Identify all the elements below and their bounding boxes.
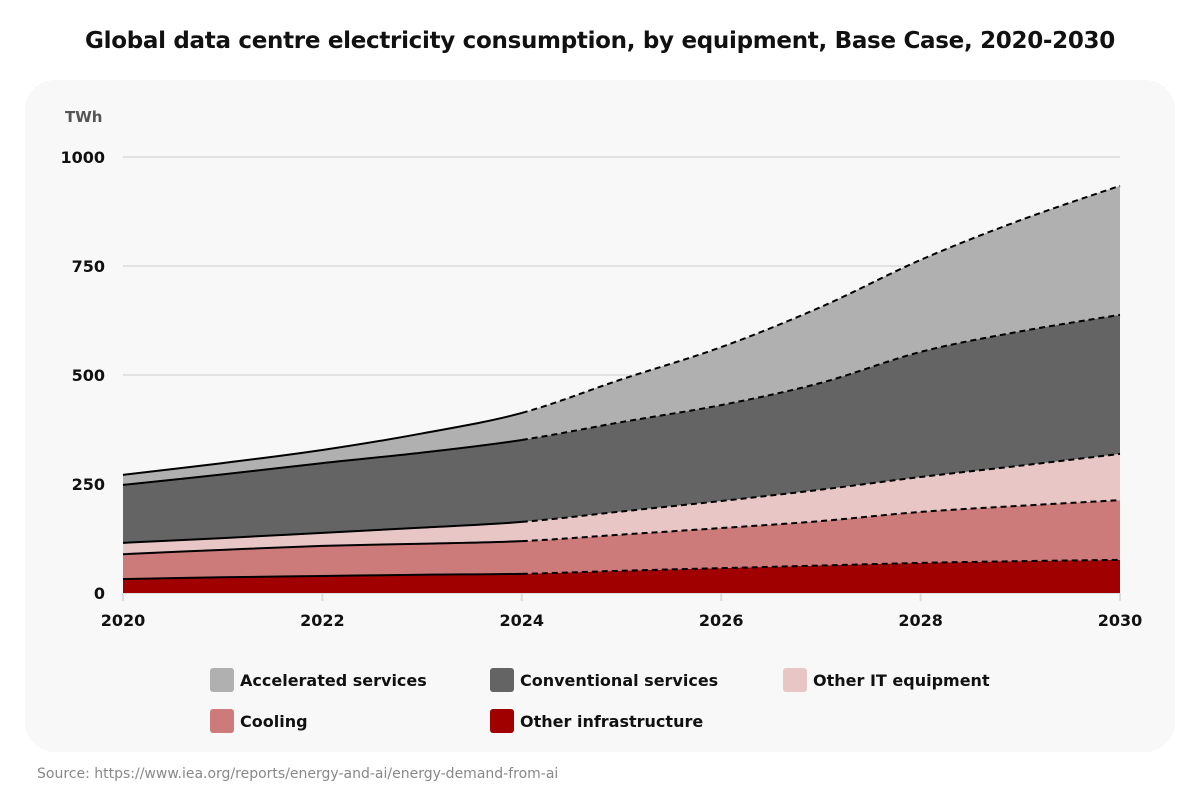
legend-swatch bbox=[210, 709, 234, 733]
y-axis-unit: TWh bbox=[65, 108, 103, 126]
area-conventional-services bbox=[123, 314, 1120, 543]
y-tick-label: 500 bbox=[72, 366, 105, 385]
legend-swatch bbox=[490, 709, 514, 733]
legend-swatch bbox=[210, 668, 234, 692]
x-tick-label: 2026 bbox=[699, 611, 744, 630]
line-projection-conventional-services bbox=[521, 313, 1121, 441]
legend-item-other-infrastructure: Other infrastructure bbox=[490, 709, 703, 733]
x-tick-label: 2022 bbox=[300, 611, 345, 630]
legend-label: Other infrastructure bbox=[520, 711, 704, 731]
y-tick-label: 750 bbox=[72, 257, 105, 276]
y-tick-label: 250 bbox=[72, 475, 105, 494]
line-historical-conventional-services bbox=[122, 438, 522, 486]
x-tick-label: 2020 bbox=[101, 611, 146, 630]
x-tick-label: 2030 bbox=[1098, 611, 1143, 630]
area-other-it-equipment bbox=[123, 453, 1120, 555]
legend-label: Other IT equipment bbox=[813, 670, 990, 690]
legend-label: Cooling bbox=[240, 711, 308, 731]
line-historical-cooling bbox=[122, 540, 522, 556]
x-tick-label: 2024 bbox=[500, 611, 545, 630]
line-projection-other-it-equipment bbox=[521, 452, 1121, 523]
chart-title: Global data centre electricity consumpti… bbox=[85, 28, 1115, 54]
line-historical-accelerated-services bbox=[122, 411, 523, 476]
area-cooling bbox=[123, 500, 1120, 580]
line-historical-other-it-equipment bbox=[122, 520, 522, 544]
area-accelerated-services bbox=[123, 185, 1120, 485]
line-historical-other-infrastructure bbox=[122, 572, 522, 581]
area-other-infrastructure bbox=[123, 559, 1120, 593]
legend-item-cooling: Cooling bbox=[210, 709, 308, 733]
legend-item-accelerated-services: Accelerated services bbox=[210, 668, 427, 692]
legend-item-conventional-services: Conventional services bbox=[490, 668, 718, 692]
legend-item-other-it-equipment: Other IT equipment bbox=[783, 668, 990, 692]
y-tick-label: 1000 bbox=[60, 148, 105, 167]
x-tick-label: 2028 bbox=[898, 611, 943, 630]
legend-label: Conventional services bbox=[520, 670, 719, 690]
line-projection-accelerated-services bbox=[521, 184, 1121, 414]
legend-label: Accelerated services bbox=[240, 670, 427, 690]
legend-swatch bbox=[783, 668, 807, 692]
legend-swatch bbox=[490, 668, 514, 692]
y-tick-label: 0 bbox=[94, 584, 105, 603]
source-note: Source: https://www.iea.org/reports/ener… bbox=[37, 766, 559, 782]
